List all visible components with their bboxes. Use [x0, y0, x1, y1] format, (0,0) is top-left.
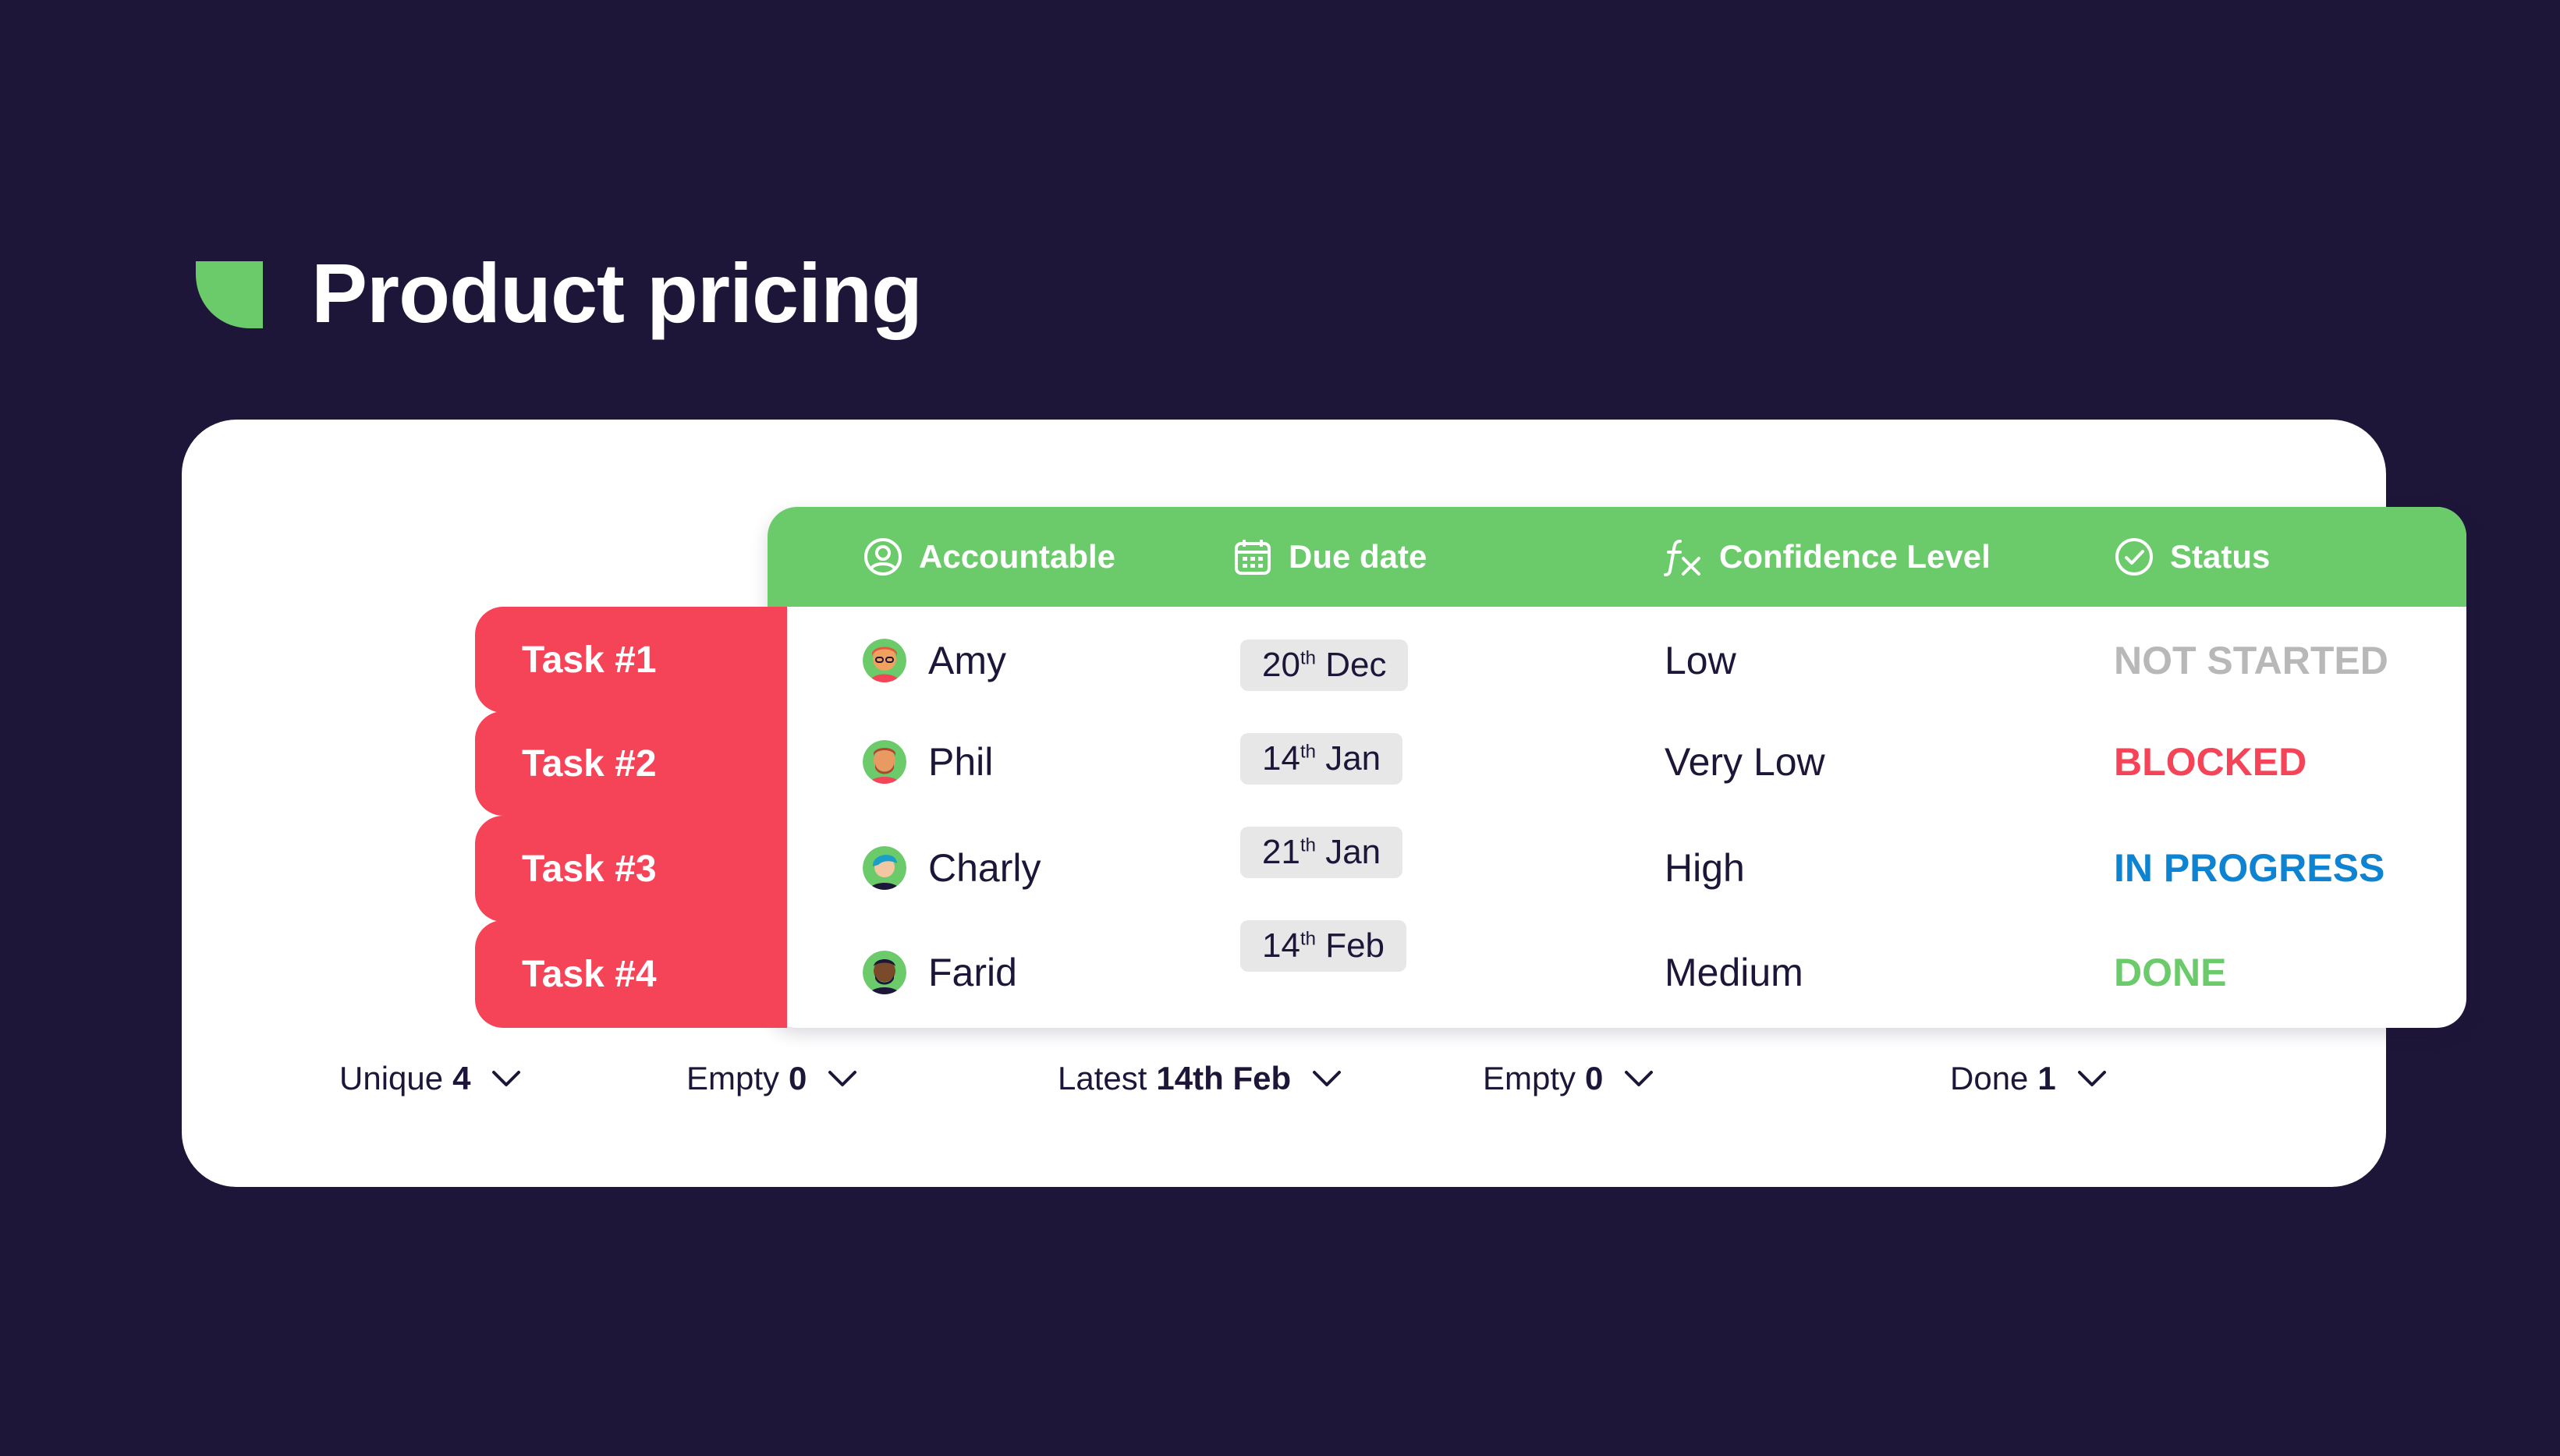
due-date-badge[interactable]: 20th Dec [1240, 639, 1409, 691]
date-month: Jan [1325, 833, 1381, 871]
status-badge[interactable]: BLOCKED [2114, 740, 2307, 784]
chevron-down-icon [1625, 1071, 1654, 1086]
column-label: Due date [1289, 538, 1427, 575]
due-date-badge[interactable]: 14th Feb [1240, 920, 1407, 972]
date-suffix: th [1300, 741, 1316, 763]
footer-summary-due-date[interactable]: Latest 14th Feb [1058, 1051, 1344, 1106]
column-label: Confidence Level [1719, 538, 1991, 575]
task-name: Task #4 [522, 953, 657, 995]
avatar-charly [863, 846, 906, 890]
confidence-cell[interactable]: Medium [1665, 951, 1803, 994]
table-header: Accountable Due date [768, 507, 2466, 607]
task-label-4[interactable]: Task #4 [475, 920, 787, 1028]
check-circle-icon [2115, 538, 2153, 576]
footer-summary-status[interactable]: Done 1 [1950, 1051, 2109, 1106]
chevron-down-icon [828, 1071, 857, 1086]
task-name: Task #3 [522, 848, 657, 890]
date-day: 20 [1262, 646, 1300, 684]
task-label-3[interactable]: Task #3 [475, 816, 787, 922]
summary-value: 14th Feb [1156, 1060, 1292, 1096]
accountable-cell[interactable]: Phil [863, 735, 993, 789]
summary-value: 0 [1585, 1060, 1604, 1096]
accountable-cell[interactable]: Amy [863, 633, 1006, 688]
column-header-status[interactable]: Status [2114, 507, 2270, 607]
due-date-badge[interactable]: 21th Jan [1240, 827, 1403, 878]
column-header-accountable[interactable]: Accountable [863, 507, 1115, 607]
footer-summary-accountable[interactable]: Empty 0 [686, 1051, 860, 1106]
status-badge[interactable]: NOT STARTED [2114, 639, 2388, 682]
data-table: Accountable Due date [475, 507, 2466, 1028]
date-suffix: th [1300, 928, 1316, 950]
table-grid: Accountable Due date [768, 507, 2466, 1028]
leaf-logo-icon [196, 261, 263, 328]
confidence-cell[interactable]: High [1665, 846, 1745, 890]
footer-summary-confidence[interactable]: Empty 0 [1483, 1051, 1656, 1106]
date-month: Dec [1325, 646, 1387, 684]
calendar-icon [1235, 540, 1271, 575]
status-badge[interactable]: DONE [2114, 951, 2227, 994]
avatar-amy [863, 639, 906, 682]
task-name: Task #2 [522, 742, 657, 785]
summary-value: 0 [789, 1060, 807, 1096]
footer-summary-task[interactable]: Unique 4 [339, 1051, 523, 1106]
date-suffix: th [1300, 834, 1316, 856]
chevron-down-icon [1313, 1071, 1342, 1086]
summary-label: Done [1950, 1060, 2029, 1096]
date-day: 14 [1262, 926, 1300, 965]
summary-value: 1 [2037, 1060, 2056, 1096]
accountable-cell[interactable]: Farid [863, 945, 1017, 1000]
person-name: Amy [928, 639, 1006, 682]
person-name: Farid [928, 951, 1017, 994]
date-suffix: th [1300, 647, 1316, 669]
person-name: Charly [928, 846, 1041, 890]
chevron-down-icon [492, 1071, 521, 1086]
task-name: Task #1 [522, 639, 657, 681]
task-label-2[interactable]: Task #2 [475, 711, 787, 816]
status-badge[interactable]: IN PROGRESS [2114, 846, 2385, 890]
avatar-phil [863, 740, 906, 784]
date-day: 21 [1262, 833, 1300, 871]
date-day: 14 [1262, 739, 1300, 778]
page-title: Product pricing [311, 246, 923, 340]
column-header-due-date[interactable]: Due date [1232, 507, 1427, 607]
chevron-down-icon [2077, 1071, 2106, 1086]
table-card: Accountable Due date [182, 420, 2466, 1187]
summary-label: Empty [686, 1060, 780, 1096]
summary-value: 4 [452, 1060, 471, 1096]
summary-label: Latest [1058, 1060, 1147, 1096]
accountable-cell[interactable]: Charly [863, 841, 1041, 895]
due-date-badge[interactable]: 14th Jan [1240, 733, 1403, 785]
date-month: Feb [1325, 926, 1385, 965]
date-month: Jan [1325, 739, 1381, 778]
avatar-farid [863, 951, 906, 994]
person-circle-icon [864, 538, 902, 576]
confidence-cell[interactable]: Very Low [1665, 740, 1825, 784]
column-label: Accountable [919, 538, 1116, 575]
summary-label: Empty [1483, 1060, 1576, 1096]
confidence-cell[interactable]: Low [1665, 639, 1736, 682]
column-label: Status [2170, 538, 2271, 575]
person-name: Phil [928, 740, 994, 784]
column-header-confidence-level[interactable]: Confidence Level [1663, 507, 1991, 607]
summary-label: Unique [339, 1060, 444, 1096]
formula-fx-icon [1664, 540, 1700, 576]
task-label-1[interactable]: Task #1 [475, 607, 787, 713]
